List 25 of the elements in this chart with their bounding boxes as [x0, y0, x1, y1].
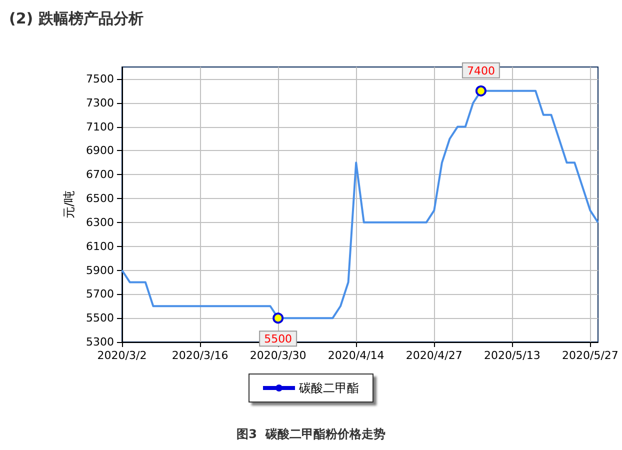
x-tick-label: 2020/3/16 [172, 349, 228, 362]
y-tick-label: 6900 [86, 144, 114, 158]
x-tick-label: 2020/5/27 [562, 349, 618, 362]
caption: 图3 碳酸二甲酯粉价格走势 [236, 427, 386, 441]
y-tick-label: 6300 [86, 216, 114, 229]
x-tick-label: 2020/5/13 [484, 349, 540, 362]
y-tick-label: 6700 [86, 168, 114, 182]
y-tick-label: 7300 [86, 96, 114, 110]
x-tick-label: 2020/4/27 [406, 349, 462, 362]
y-tick-label: 5300 [86, 336, 114, 348]
x-tick-label: 2020/4/14 [328, 349, 384, 362]
y-tick-label: 5700 [86, 288, 114, 301]
data-label: 7400 [466, 64, 495, 78]
y-tick-label: 5500 [86, 312, 114, 325]
legend-label: 碳酸二甲酯 [298, 381, 359, 395]
x-tick-label: 2020/3/30 [250, 349, 306, 362]
y-tick-label: 7500 [86, 72, 114, 86]
y-tick-label: 5900 [86, 264, 114, 277]
y-tick-label: 6100 [86, 240, 114, 253]
chart-title: (2) 跌幅榜产品分析 [9, 10, 144, 28]
data-label: 5500 [264, 332, 292, 346]
x-tick-label: 2020/3/2 [97, 349, 147, 362]
y-tick-label: 6500 [86, 192, 114, 206]
y-tick-label: 7100 [86, 120, 114, 134]
y-axis-title: 元/吨 [62, 190, 76, 219]
